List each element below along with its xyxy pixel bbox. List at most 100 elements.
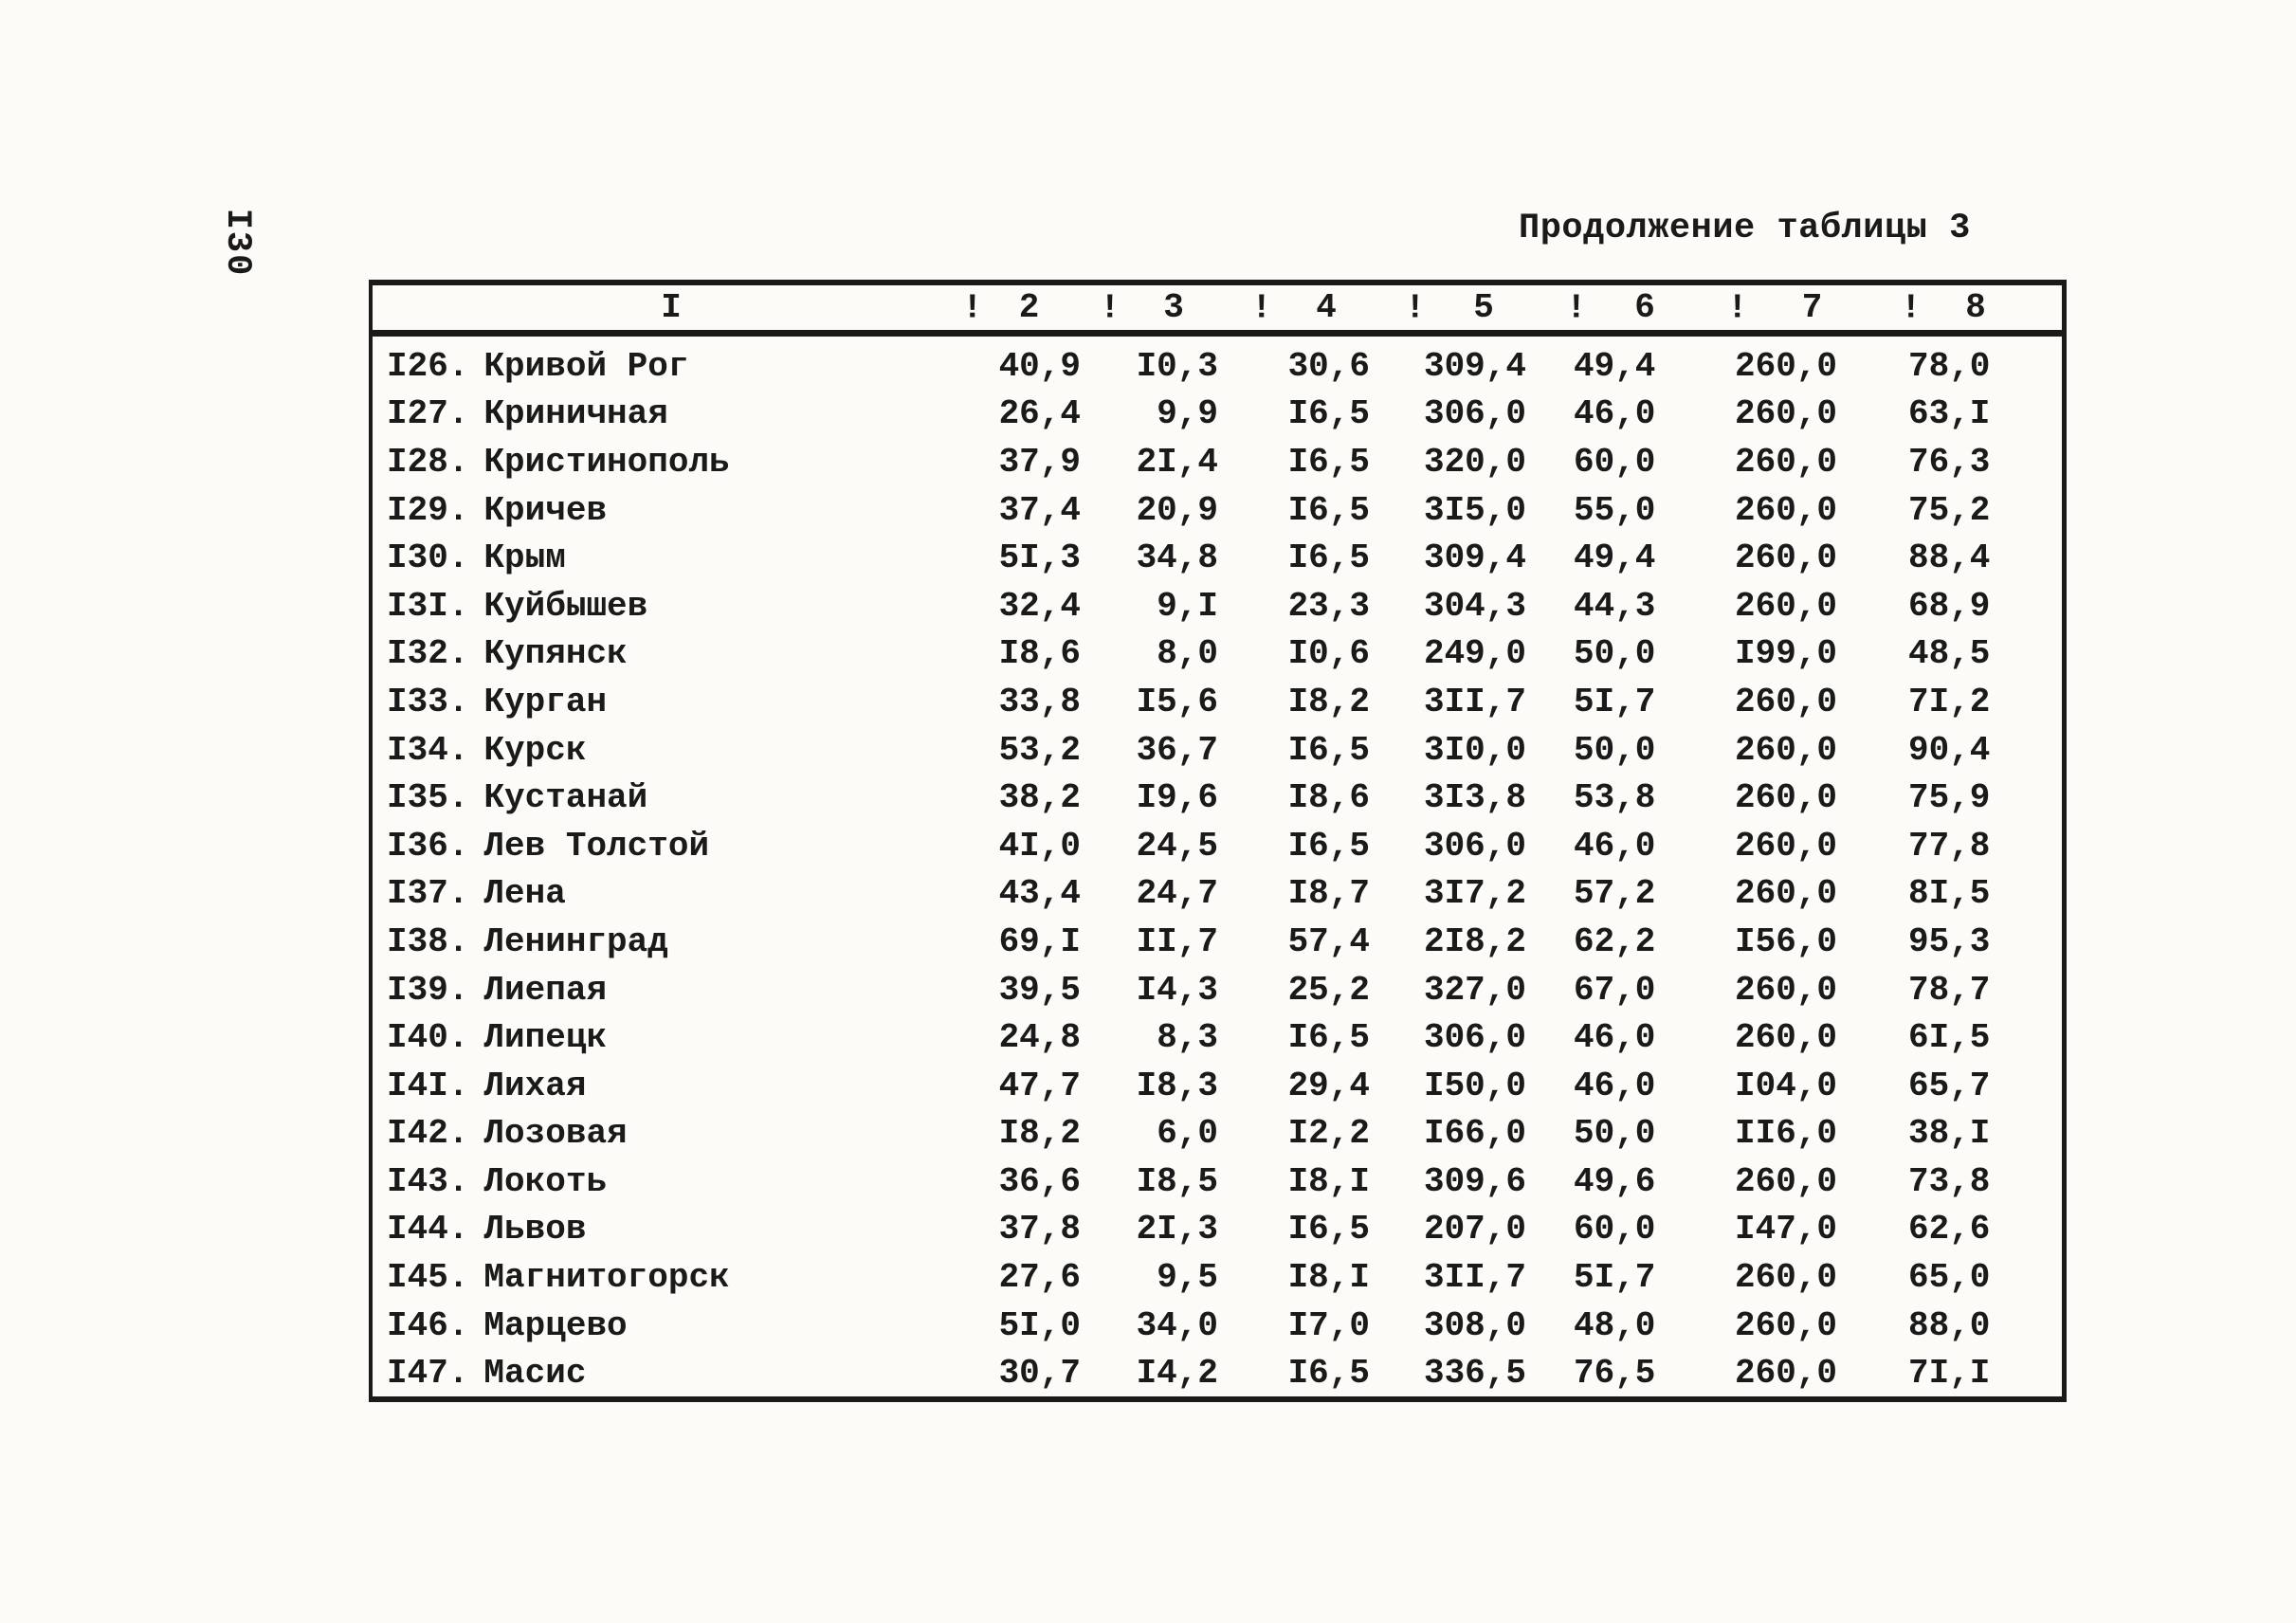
- value-cell: II6,0: [1735, 1114, 1838, 1154]
- value-cell: 5I,7: [1574, 1258, 1656, 1298]
- row-number: I33.: [387, 682, 469, 721]
- value-cell: 260,0: [1735, 1258, 1838, 1298]
- value-cell: 38,2: [998, 778, 1081, 818]
- value-cell: 88,4: [1908, 538, 1991, 578]
- value-cell: I5,6: [1136, 682, 1218, 721]
- value-cell: I6,5: [1287, 826, 1370, 866]
- value-cell: 62,2: [1574, 921, 1656, 961]
- value-cell: 260,0: [1735, 970, 1838, 1010]
- value-cell: I6,5: [1287, 1354, 1370, 1394]
- value-cell: 260,0: [1735, 490, 1838, 530]
- value-cell: 260,0: [1735, 538, 1838, 578]
- value-cell: 304,3: [1423, 586, 1526, 626]
- station-label-cell: I27. Криничная: [373, 394, 970, 433]
- value-cell: 78,0: [1908, 346, 1991, 386]
- value-cell: 73,8: [1908, 1161, 1991, 1201]
- value-cell: 48,5: [1908, 634, 1991, 674]
- value-cell: 49,4: [1574, 538, 1656, 578]
- value-cell: I6,5: [1287, 1018, 1370, 1058]
- value-cell: I0,3: [1136, 346, 1218, 386]
- station-name: Кривой Рог: [483, 346, 689, 386]
- row-number: I45.: [387, 1258, 469, 1298]
- value-cell: I8,2: [1287, 682, 1370, 721]
- station-label-cell: I35. Кустанай: [373, 778, 970, 817]
- station-name: Крым: [483, 538, 566, 578]
- column-header-label: 8: [1965, 288, 1986, 327]
- value-cell: 63,I: [1908, 394, 1991, 434]
- value-cell: 306,0: [1423, 394, 1526, 434]
- table-row: I36. Лев Толстой 4I,0 24,5 I6,5 306,0 46,0 260,…: [373, 822, 2062, 870]
- station-name: Львов: [483, 1210, 587, 1249]
- value-cell: I0,6: [1287, 634, 1370, 674]
- value-cell: 207,0: [1423, 1210, 1526, 1249]
- value-cell: 260,0: [1735, 442, 1838, 482]
- value-cell: 78,7: [1908, 970, 1991, 1010]
- value-cell: 50,0: [1574, 1114, 1656, 1154]
- value-cell: I6,5: [1287, 538, 1370, 578]
- station-name: Курск: [483, 730, 587, 770]
- column-header: ! 6: [1566, 288, 1735, 327]
- station-label-cell: I42. Лозовая: [373, 1114, 970, 1153]
- value-cell: 26,4: [998, 394, 1081, 434]
- table-row: I42. Лозовая I8,2 6,0 I2,2 I66,0 50,0 II6,0 38,I: [373, 1110, 2062, 1158]
- value-cell: II,7: [1136, 921, 1218, 961]
- value-cell: 260,0: [1735, 394, 1838, 434]
- value-cell: 3I5,0: [1423, 490, 1526, 530]
- value-cell: 260,0: [1735, 1018, 1838, 1058]
- value-cell: 43,4: [998, 874, 1081, 914]
- value-cell: 5I,0: [998, 1305, 1081, 1345]
- column-header-label: 3: [1163, 288, 1184, 327]
- value-cell: 8,3: [1157, 1018, 1218, 1058]
- value-cell: 29,4: [1287, 1066, 1370, 1105]
- column-separator: !: [962, 288, 983, 327]
- table-row: I39. Лиепая 39,5 I4,3 25,2 327,0 67,0 260,0 78,7: [373, 966, 2062, 1014]
- value-cell: 49,4: [1574, 346, 1656, 386]
- row-number: I27.: [387, 394, 469, 434]
- value-cell: 76,3: [1908, 442, 1991, 482]
- column-header-label: 6: [1634, 288, 1655, 327]
- value-cell: 4I,0: [998, 826, 1081, 866]
- value-cell: 336,5: [1423, 1354, 1526, 1394]
- value-cell: 33,8: [998, 682, 1081, 721]
- station-name: Лихая: [483, 1066, 587, 1105]
- station-label-cell: I36. Лев Толстой: [373, 827, 970, 866]
- value-cell: 77,8: [1908, 826, 1991, 866]
- value-cell: 260,0: [1735, 1354, 1838, 1394]
- value-cell: I8,6: [998, 634, 1081, 674]
- value-cell: I7,0: [1287, 1305, 1370, 1345]
- station-name: Кристинополь: [483, 442, 730, 482]
- value-cell: 260,0: [1735, 826, 1838, 866]
- value-cell: 34,8: [1136, 538, 1218, 578]
- value-cell: 40,9: [998, 346, 1081, 386]
- page-number-sideways: I30: [217, 208, 257, 278]
- value-cell: 320,0: [1423, 442, 1526, 482]
- value-cell: 30,7: [998, 1354, 1081, 1394]
- station-name: Кричев: [483, 490, 608, 530]
- value-cell: 50,0: [1574, 730, 1656, 770]
- station-name: Курган: [483, 682, 608, 721]
- value-cell: 46,0: [1574, 1018, 1656, 1058]
- value-cell: 53,2: [998, 730, 1081, 770]
- value-cell: 67,0: [1574, 970, 1656, 1010]
- row-number: I29.: [387, 490, 469, 530]
- station-label-cell: I40. Липецк: [373, 1018, 970, 1057]
- column-separator: !: [1405, 288, 1426, 327]
- value-cell: 46,0: [1574, 394, 1656, 434]
- value-cell: 260,0: [1735, 778, 1838, 818]
- column-separator: !: [1727, 288, 1748, 327]
- value-cell: 8I,5: [1908, 874, 1991, 914]
- value-cell: 309,6: [1423, 1161, 1526, 1201]
- station-name: Лозовая: [483, 1114, 628, 1154]
- column-header-label: 4: [1316, 288, 1337, 327]
- value-cell: I50,0: [1423, 1066, 1526, 1105]
- table-row: I35. Кустанай 38,2 I9,6 I8,6 3I3,8 53,8 260,0 75…: [373, 774, 2062, 822]
- value-cell: I47,0: [1735, 1210, 1838, 1249]
- value-cell: 46,0: [1574, 1066, 1656, 1105]
- table-row: I47. Масис 30,7 I4,2 I6,5 336,5 76,5 260,0 7I,I: [373, 1349, 2062, 1397]
- value-cell: I6,5: [1287, 1210, 1370, 1249]
- column-separator: !: [1100, 288, 1121, 327]
- table-row: I33. Курган 33,8 I5,6 I8,2 3II,7 5I,7 260,0 7I,2: [373, 678, 2062, 726]
- table-row: I26. Кривой Рог 40,9 I0,3 30,6 309,4 49,4 260,0…: [373, 342, 2062, 391]
- table-body: I26. Кривой Рог 40,9 I0,3 30,6 309,4 49,4 260,0…: [373, 337, 2062, 1397]
- value-cell: 260,0: [1735, 586, 1838, 626]
